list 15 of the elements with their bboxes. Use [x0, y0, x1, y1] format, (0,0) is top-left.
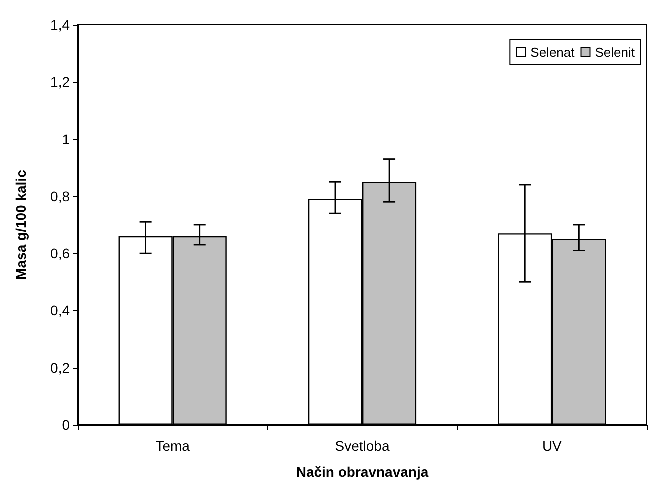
y-tick-label: 1 — [62, 131, 70, 148]
x-tick-label: Svetloba — [335, 438, 390, 454]
legend-label: Selenat — [530, 45, 576, 60]
y-tick-label: 1,4 — [50, 17, 70, 33]
y-tick-label: 0,6 — [50, 246, 70, 262]
x-tick-label: Tema — [156, 438, 190, 454]
y-tick-label: 0,4 — [50, 302, 70, 319]
x-tick-label: UV — [542, 438, 563, 454]
y-axis-title: Masa g/100 kalic — [13, 170, 29, 280]
y-tick-label: 0,2 — [50, 360, 70, 376]
y-tick-label: 0 — [62, 417, 70, 433]
x-axis-title: Način obravnavanja — [296, 464, 429, 480]
legend-label: Selenit — [595, 45, 636, 60]
y-tick-label: 0,8 — [50, 188, 70, 204]
y-tick-label: 1,2 — [50, 74, 70, 90]
